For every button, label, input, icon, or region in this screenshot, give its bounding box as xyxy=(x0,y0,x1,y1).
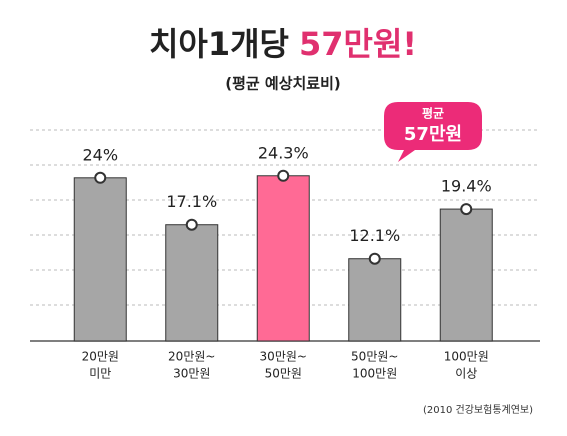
title-main: 치아1개당 xyxy=(149,25,289,63)
x-tick-label: 50만원 xyxy=(265,367,302,381)
callout: 평균 57만원 xyxy=(384,102,482,162)
value-label: 24% xyxy=(82,145,118,164)
x-tick-label: 이상 xyxy=(455,367,477,381)
x-tick-label: 100만원 xyxy=(352,367,397,381)
x-tick-label: 미만 xyxy=(89,367,111,381)
bar-marker xyxy=(94,171,107,184)
title-highlight: 57만원! xyxy=(299,25,417,63)
value-label: 19.4% xyxy=(441,177,492,196)
bar xyxy=(348,258,402,342)
bar-marker xyxy=(277,169,290,182)
chart-title: 치아1개당 57만원! xyxy=(149,25,417,63)
callout-text: 57만원 xyxy=(404,124,462,145)
value-label: 17.1% xyxy=(166,192,217,211)
bar xyxy=(73,177,127,342)
x-tick-label: 20만원~ xyxy=(168,350,215,364)
bar xyxy=(439,208,493,342)
callout-bubble xyxy=(384,102,482,162)
bar xyxy=(165,224,219,342)
callout-text: 평균 xyxy=(422,107,444,121)
x-tick-label: 100만원 xyxy=(444,350,489,364)
bar xyxy=(256,175,310,342)
source: (2010 건강보험통계연보) xyxy=(423,404,533,416)
x-tick-label: 30만원 xyxy=(173,367,210,381)
x-tick-label: 30만원~ xyxy=(260,350,307,364)
x-tick-label: 50만원~ xyxy=(351,350,398,364)
x-tick-label: 20만원 xyxy=(82,350,119,364)
bar-marker xyxy=(368,252,381,265)
bar-marker xyxy=(185,218,198,231)
value-label: 12.1% xyxy=(349,226,400,245)
subtitle: (평균 예상치료비) xyxy=(225,75,341,93)
bar-marker xyxy=(460,203,473,216)
value-label: 24.3% xyxy=(258,143,309,162)
